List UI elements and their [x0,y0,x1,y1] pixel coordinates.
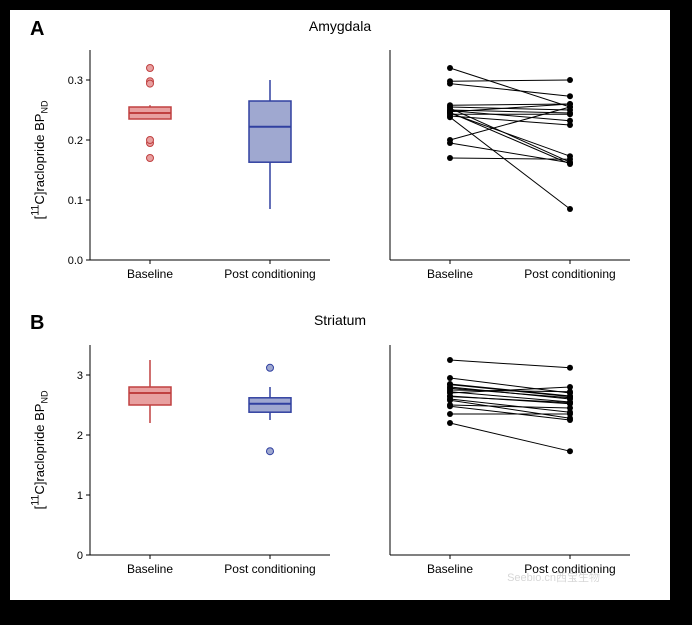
paired-point [567,400,573,406]
outlier-point [147,155,154,162]
panel-b-boxplot: 0123BaselinePost conditioning [80,335,340,555]
paired-point [567,448,573,454]
paired-point [567,405,573,411]
box [249,101,291,162]
ytick-label: 0.2 [68,135,83,147]
paired-line [450,84,570,97]
paired-point [447,81,453,87]
ylabel-mid: C]raclopride BP [32,114,47,205]
ylabel-sup-b: 11 [30,495,42,506]
paired-point [567,111,573,117]
x-category-label: Post conditioning [224,267,315,281]
panel-a-boxplot: 0.00.10.20.3BaselinePost conditioning [80,40,340,260]
paired-point [567,93,573,99]
paired-line [450,68,570,107]
paired-point [567,77,573,83]
paired-point [567,411,573,417]
paired-point [447,155,453,161]
paired-point [447,140,453,146]
x-category-label: Baseline [427,267,473,281]
paired-line [450,360,570,368]
page-root: A Amygdala [11C]raclopride BPND 0.00.10.… [0,0,692,625]
outlier-point [147,80,154,87]
x-category-label: Baseline [427,562,473,576]
panel-a-title: Amygdala [10,18,670,34]
outlier-point [267,448,274,455]
paired-line [450,423,570,451]
paired-point [567,384,573,390]
box [249,398,291,412]
paired-line [450,117,570,209]
ytick-label: 3 [77,370,83,382]
ytick-label: 0.0 [68,255,83,267]
watermark-text: Seebio.cn西宝生物 [507,569,600,585]
paired-point [567,156,573,162]
box [129,387,171,405]
ylabel-sup: 11 [30,205,42,216]
paired-point [567,206,573,212]
paired-line [450,158,570,159]
paired-point [447,375,453,381]
outlier-point [267,364,274,371]
paired-line [450,143,570,163]
outlier-point [147,65,154,72]
ylabel-mid-b: C]raclopride BP [32,404,47,495]
ylabel-text: [11C]raclopride BPND [32,101,47,220]
ylabel-text-b: [11C]raclopride BPND [32,391,47,510]
paired-point [447,411,453,417]
ylabel-sub: ND [40,101,50,114]
paired-point [447,65,453,71]
paired-point [447,403,453,409]
paired-point [447,114,453,120]
ytick-label: 0 [77,550,83,562]
panel-b-title: Striatum [10,312,670,328]
paired-line [450,80,570,81]
x-category-label: Baseline [127,267,173,281]
ylabel-sub-b: ND [40,391,50,404]
ytick-label: 0.1 [68,195,83,207]
panel-a-ylabel: [11C]raclopride BPND [30,80,50,240]
paired-point [447,420,453,426]
x-category-label: Baseline [127,562,173,576]
x-category-label: Post conditioning [224,562,315,576]
paired-line [450,406,570,420]
panel-b-paired: BaselinePost conditioning [380,335,640,555]
ytick-label: 1 [77,490,83,502]
x-category-label: Post conditioning [524,267,615,281]
paired-point [567,417,573,423]
outlier-point [147,137,154,144]
figure-container: A Amygdala [11C]raclopride BPND 0.00.10.… [10,10,670,600]
paired-point [447,357,453,363]
ytick-label: 0.3 [68,75,83,87]
paired-point [567,122,573,128]
paired-point [567,365,573,371]
paired-point [567,104,573,110]
ytick-label: 2 [77,430,83,442]
panel-a-paired: BaselinePost conditioning [380,40,640,260]
panel-b-ylabel: [11C]raclopride BPND [30,370,50,530]
